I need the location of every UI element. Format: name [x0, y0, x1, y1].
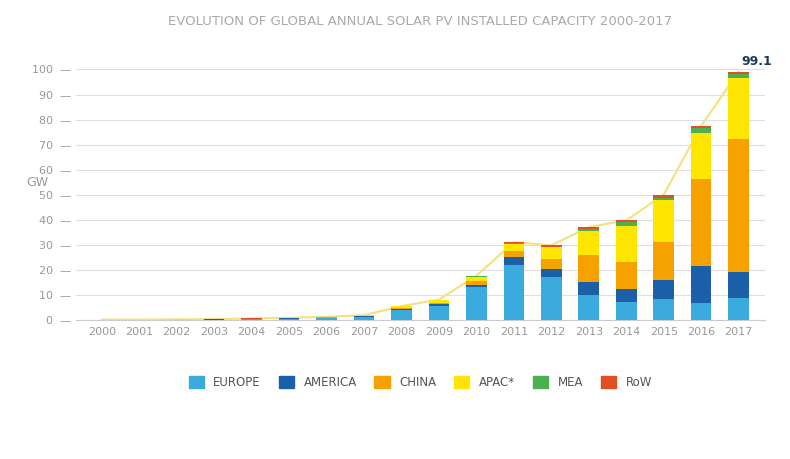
- Y-axis label: GW: GW: [27, 176, 49, 189]
- Bar: [578, 231, 599, 255]
- Bar: [691, 179, 712, 266]
- Bar: [616, 220, 637, 222]
- Bar: [391, 307, 412, 308]
- Bar: [616, 289, 637, 302]
- Bar: [241, 319, 262, 320]
- Bar: [429, 306, 450, 320]
- Bar: [466, 285, 487, 287]
- Bar: [691, 126, 712, 128]
- Legend: EUROPE, AMERICA, CHINA, APAC*, MEA, RoW: EUROPE, AMERICA, CHINA, APAC*, MEA, RoW: [182, 370, 658, 395]
- Bar: [204, 319, 224, 320]
- Bar: [391, 309, 412, 310]
- Bar: [354, 316, 374, 317]
- Bar: [541, 269, 562, 277]
- Bar: [541, 246, 562, 247]
- Bar: [429, 300, 450, 303]
- Bar: [653, 200, 674, 242]
- Bar: [541, 258, 562, 269]
- Bar: [653, 198, 674, 200]
- Bar: [429, 303, 450, 304]
- Bar: [391, 310, 412, 320]
- Bar: [728, 72, 749, 74]
- Bar: [616, 226, 637, 263]
- Bar: [503, 257, 525, 265]
- Bar: [691, 128, 712, 133]
- Bar: [541, 277, 562, 320]
- Bar: [503, 251, 525, 257]
- Bar: [728, 298, 749, 320]
- Bar: [691, 266, 712, 303]
- Bar: [466, 277, 487, 281]
- Bar: [578, 282, 599, 295]
- Bar: [578, 227, 599, 229]
- Bar: [503, 243, 525, 244]
- Bar: [316, 318, 337, 320]
- Bar: [466, 287, 487, 320]
- Bar: [466, 281, 487, 285]
- Bar: [391, 308, 412, 309]
- Bar: [653, 242, 674, 280]
- Bar: [354, 317, 374, 320]
- Bar: [728, 74, 749, 78]
- Bar: [578, 295, 599, 320]
- Bar: [429, 304, 450, 306]
- Bar: [503, 244, 525, 251]
- Bar: [616, 222, 637, 226]
- Title: EVOLUTION OF GLOBAL ANNUAL SOLAR PV INSTALLED CAPACITY 2000-2017: EVOLUTION OF GLOBAL ANNUAL SOLAR PV INST…: [168, 15, 672, 28]
- Bar: [653, 195, 674, 198]
- Text: 99.1: 99.1: [742, 55, 773, 68]
- Bar: [503, 242, 525, 243]
- Bar: [354, 315, 374, 316]
- Bar: [578, 255, 599, 282]
- Bar: [616, 302, 637, 320]
- Bar: [503, 265, 525, 320]
- Bar: [728, 78, 749, 139]
- Bar: [691, 303, 712, 320]
- Bar: [728, 139, 749, 272]
- Bar: [578, 229, 599, 231]
- Bar: [616, 263, 637, 289]
- Bar: [653, 280, 674, 299]
- Bar: [653, 299, 674, 320]
- Bar: [279, 319, 299, 320]
- Bar: [541, 247, 562, 258]
- Bar: [691, 133, 712, 179]
- Bar: [728, 272, 749, 298]
